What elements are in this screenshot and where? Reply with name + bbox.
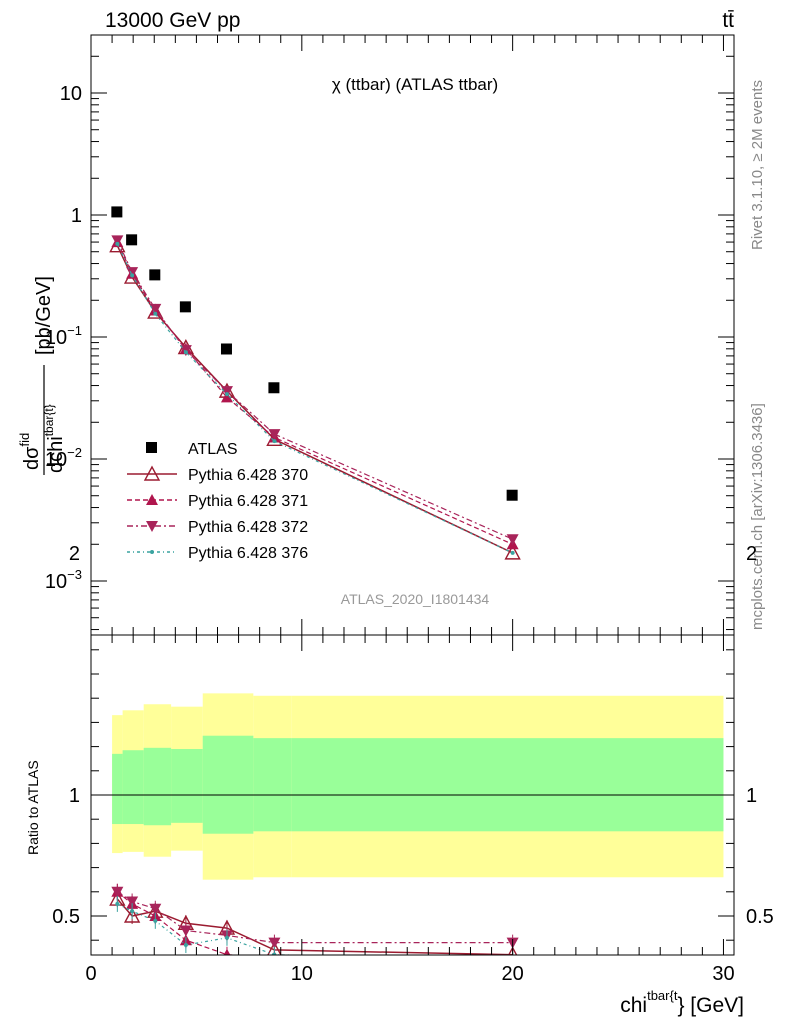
x-tick-labels: 0 10 20 30 bbox=[85, 963, 734, 985]
legend-label: Pythia 6.428 372 bbox=[188, 519, 308, 536]
upper-y-tick-label: 10−2 bbox=[45, 445, 82, 471]
ratio-line bbox=[117, 891, 513, 944]
data-point bbox=[506, 489, 518, 501]
data-point bbox=[220, 386, 233, 398]
ratio-y-tick-label-right: 0.5 bbox=[746, 906, 774, 928]
upper-y-tick-label: 1 bbox=[71, 205, 82, 227]
mcplots-label: mcplots.cern.ch [arXiv:1306.3436] bbox=[749, 403, 766, 630]
data-point bbox=[268, 429, 281, 441]
stat-band bbox=[202, 735, 254, 834]
series-line bbox=[116, 245, 513, 554]
ratio-point bbox=[224, 935, 229, 940]
stat-band bbox=[291, 738, 724, 832]
upper-y-tick-label: 10−1 bbox=[45, 323, 82, 349]
stat-band bbox=[171, 749, 203, 823]
legend-label: ATLAS bbox=[188, 441, 238, 458]
data-point bbox=[126, 234, 138, 246]
legend-marker bbox=[146, 494, 158, 505]
legend-label: Pythia 6.428 370 bbox=[188, 467, 308, 484]
ratio-y-tick-label: 1 bbox=[69, 785, 80, 807]
lower-ticks bbox=[90, 635, 734, 955]
ratio-y-tick-label-right: 1 bbox=[746, 785, 757, 807]
data-point bbox=[268, 382, 280, 394]
series-line bbox=[116, 243, 513, 554]
upper-y-tick-labels: 10 1 10−1 10−2 10−3 bbox=[45, 83, 82, 593]
data-point bbox=[224, 392, 229, 397]
data-point bbox=[183, 350, 188, 355]
analysis-id: ATLAS_2020_I1801434 bbox=[341, 591, 490, 607]
ratio-point bbox=[511, 958, 515, 962]
ratio-y-label: Ratio to ATLAS bbox=[25, 760, 41, 855]
legend-marker bbox=[143, 465, 161, 481]
x-axis-label: chitbar{t} [GeV] bbox=[620, 988, 744, 1017]
ratio-line bbox=[116, 898, 513, 955]
ratio-point bbox=[126, 896, 139, 908]
ratio-point bbox=[111, 886, 124, 898]
series-line bbox=[116, 240, 513, 540]
stat-band bbox=[122, 750, 144, 825]
upper-y-tick-label: 10 bbox=[60, 83, 82, 105]
legend-marker bbox=[146, 442, 157, 453]
ratio-series bbox=[109, 883, 519, 962]
data-point bbox=[220, 343, 232, 355]
rivet-version-label: Rivet 3.1.10, ≥ 2M events bbox=[749, 80, 766, 250]
ratio-point bbox=[507, 946, 518, 955]
x-tick-label: 20 bbox=[502, 963, 524, 985]
lower-panel: Ratio to ATLAS 2 2 1 1 0.5 0.5 0 10 20 30 chitba… bbox=[25, 543, 774, 1017]
data-point bbox=[111, 235, 124, 247]
x-tick-label: 30 bbox=[712, 963, 734, 985]
data-point bbox=[153, 311, 158, 316]
data-point bbox=[506, 534, 519, 546]
data-point bbox=[126, 267, 139, 279]
upper-panel: χ (ttbar) (ATLAS ttbar) ATLAS_2020_I1801… bbox=[17, 34, 735, 636]
y-label-units: [pb/GeV] bbox=[33, 276, 55, 355]
legend-marker bbox=[150, 550, 154, 554]
ratio-point bbox=[223, 948, 231, 955]
stat-band bbox=[143, 747, 172, 826]
upper-series bbox=[109, 206, 521, 560]
data-point bbox=[111, 206, 123, 218]
ratio-point bbox=[153, 918, 158, 923]
legend-marker bbox=[146, 521, 158, 532]
data-point bbox=[130, 273, 135, 278]
ratio-point bbox=[183, 943, 188, 948]
energy-label: 13000 GeV pp bbox=[105, 9, 240, 32]
process-label: tt̄ bbox=[722, 9, 734, 32]
ratio-point bbox=[268, 937, 281, 949]
ratio-point bbox=[272, 952, 277, 955]
legend-label: Pythia 6.428 376 bbox=[188, 545, 308, 562]
upper-y-axis-label: dσfid dchitbar{t} [pb/GeV] bbox=[17, 276, 67, 475]
ratio-point bbox=[179, 925, 192, 937]
x-axis-label-text: chitbar{t} [GeV] bbox=[620, 988, 744, 1017]
uncertainty-bands bbox=[112, 693, 724, 880]
x-tick-label: 0 bbox=[85, 963, 96, 985]
data-point bbox=[510, 550, 515, 555]
stat-band bbox=[112, 753, 123, 825]
upper-y-tick-label: 10−3 bbox=[45, 567, 82, 593]
ratio-y-tick-label: 2 bbox=[69, 543, 80, 565]
data-point bbox=[115, 241, 120, 246]
ratio-point bbox=[123, 907, 141, 923]
x-tick-label: 10 bbox=[291, 963, 313, 985]
upper-title: χ (ttbar) (ATLAS ttbar) bbox=[332, 75, 498, 94]
legend-label: Pythia 6.428 371 bbox=[188, 493, 308, 510]
ratio-point bbox=[267, 941, 282, 955]
legend: ATLAS Pythia 6.428 370 Pythia 6.428 371 Pyt… bbox=[127, 441, 308, 562]
data-point bbox=[272, 439, 277, 444]
lower-y-tick-labels: 2 2 1 1 0.5 0.5 bbox=[52, 543, 774, 928]
y-label-numerator: dσfid bbox=[17, 433, 43, 470]
series-line bbox=[116, 241, 513, 545]
stat-band bbox=[253, 738, 292, 832]
upper-ticks bbox=[90, 35, 734, 635]
data-point bbox=[149, 303, 162, 315]
data-point bbox=[149, 269, 161, 281]
ratio-point bbox=[115, 901, 120, 906]
data-point bbox=[504, 544, 521, 560]
ratio-point bbox=[130, 909, 135, 914]
ratio-y-tick-label-right: 2 bbox=[746, 543, 757, 565]
ratio-point bbox=[149, 903, 162, 915]
ratio-y-tick-label: 0.5 bbox=[52, 906, 80, 928]
data-point bbox=[179, 301, 191, 313]
